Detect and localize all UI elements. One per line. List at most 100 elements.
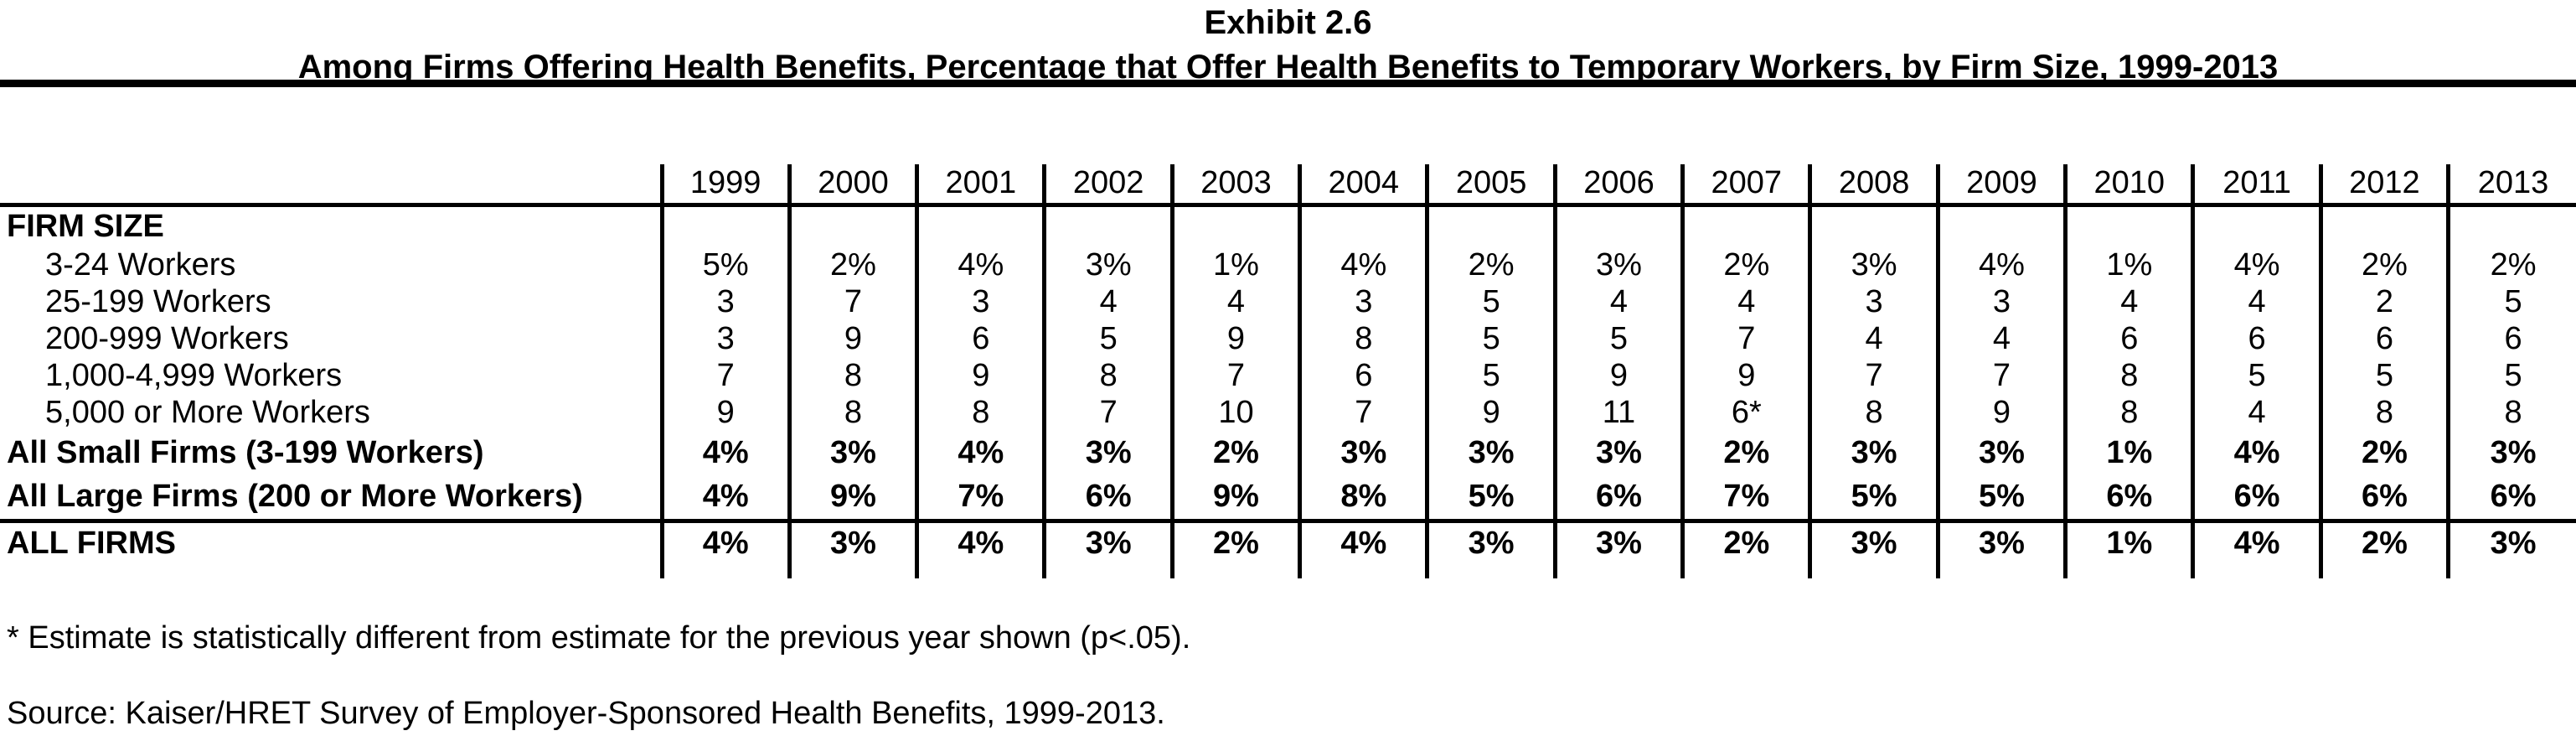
value-cell: 8 (915, 395, 1045, 432)
empty-cell (1808, 205, 1938, 247)
value-cell: 1% (2063, 519, 2193, 565)
value-cell: 3 (659, 321, 790, 358)
value-cell: 3% (1042, 519, 1173, 565)
row-label: All Small Firms (3-199 Workers) (7, 435, 484, 471)
value-cell: 5% (1808, 475, 1938, 521)
value-cell: 1% (2063, 432, 2193, 475)
value-cell: 3% (787, 519, 917, 565)
value-cell: 6 (1298, 358, 1427, 395)
value-cell: 4 (1935, 321, 2066, 358)
asterisk-footnote: * Estimate is statistically different fr… (7, 620, 1191, 656)
empty-cell (2063, 565, 2193, 578)
empty-cell (787, 565, 917, 578)
value-cell: 6 (915, 321, 1045, 358)
year-header: 2002 (1042, 164, 1173, 207)
value-cell: 5 (2446, 358, 2576, 395)
title-divider-rule (0, 80, 2576, 87)
value-cell: 6 (2191, 321, 2321, 358)
value-cell: 2% (2318, 432, 2449, 475)
value-cell: 9 (659, 395, 790, 432)
value-cell: 1% (2063, 247, 2193, 284)
empty-cell (1298, 565, 1427, 578)
value-cell: 3% (1042, 432, 1173, 475)
value-cell: 2% (2446, 247, 2576, 284)
value-cell: 2% (2318, 247, 2449, 284)
empty-cell (1169, 565, 1300, 578)
value-cell: 6 (2318, 321, 2449, 358)
value-cell: 3 (1808, 284, 1938, 321)
value-cell: 2% (1425, 247, 1556, 284)
value-cell: 2% (1169, 519, 1300, 565)
value-cell: 2% (2318, 519, 2449, 565)
value-cell: 8 (1042, 358, 1173, 395)
value-cell: 4 (1552, 284, 1683, 321)
value-cell: 3% (2446, 519, 2576, 565)
value-cell: 8 (2063, 395, 2193, 432)
value-cell: 5% (1425, 475, 1556, 521)
value-cell: 5 (1042, 321, 1173, 358)
value-cell: 7 (1808, 358, 1938, 395)
source-citation: Source: Kaiser/HRET Survey of Employer-S… (7, 696, 1165, 731)
value-cell: 3% (1425, 519, 1556, 565)
value-cell: 3% (1552, 247, 1683, 284)
value-cell: 3% (2446, 432, 2576, 475)
empty-cell (2318, 205, 2449, 247)
year-header: 1999 (659, 164, 790, 207)
value-cell: 5% (659, 247, 790, 284)
exhibit-number: Exhibit 2.6 (1204, 4, 1372, 41)
value-cell: 4% (659, 475, 790, 521)
empty-cell (2318, 565, 2449, 578)
value-cell: 6% (2191, 475, 2321, 521)
empty-cell (787, 205, 917, 247)
value-cell: 4 (1169, 284, 1300, 321)
value-cell: 4% (915, 519, 1045, 565)
empty-cell (2063, 205, 2193, 247)
title-block: Exhibit 2.6 Among Firms Offering Health … (0, 3, 2576, 86)
temporary-workers-benefits-table: 1999 2000 2001 2002 2003 2004 2005 2006 2007 2008… (0, 164, 2576, 578)
value-cell: 9 (915, 358, 1045, 395)
value-cell: 8 (787, 395, 917, 432)
value-cell: 5 (2446, 284, 2576, 321)
value-cell: 4% (2191, 519, 2321, 565)
value-cell: 7 (1935, 358, 2066, 395)
row-label: All Large Firms (200 or More Workers) (7, 479, 583, 515)
value-cell: 9 (1425, 395, 1556, 432)
table-row: All Large Firms (200 or More Workers) 4% 9… (0, 475, 2576, 521)
value-cell: 4 (2191, 395, 2321, 432)
value-cell: 9 (1552, 358, 1683, 395)
value-cell: 4 (1042, 284, 1173, 321)
value-cell: 6* (1680, 395, 1810, 432)
value-cell: 3% (1298, 432, 1427, 475)
year-header: 2013 (2446, 164, 2576, 207)
row-label: 25-199 Workers (45, 284, 271, 320)
empty-cell (1680, 205, 1810, 247)
value-cell: 7 (659, 358, 790, 395)
value-cell: 7 (1042, 395, 1173, 432)
value-cell: 4% (2191, 432, 2321, 475)
value-cell: 5 (1552, 321, 1683, 358)
value-cell: 3 (1935, 284, 2066, 321)
value-cell: 8 (2446, 395, 2576, 432)
value-cell: 5 (1425, 358, 1556, 395)
value-cell: 4% (659, 432, 790, 475)
row-label: 5,000 or More Workers (45, 395, 370, 431)
value-cell: 3 (659, 284, 790, 321)
value-cell: 5 (2318, 358, 2449, 395)
table-row: 25-199 Workers 3 7 3 4 4 3 5 4 4 3 3 4 4 2 5 (0, 284, 2576, 321)
value-cell: 5 (2191, 358, 2321, 395)
year-header: 2000 (787, 164, 917, 207)
table-row: 1,000-4,999 Workers 7 8 9 8 7 6 5 9 9 7 7 8 5 5 5 (0, 358, 2576, 395)
table-row: ALL FIRMS 4% 3% 4% 3% 2% 4% 3% 3% 2% 3% 3% 1% 4% 2% 3% (0, 519, 2576, 565)
value-cell: 8 (1808, 395, 1938, 432)
value-cell: 6 (2446, 321, 2576, 358)
year-header: 2011 (2191, 164, 2321, 207)
value-cell: 4 (2191, 284, 2321, 321)
empty-cell (1552, 565, 1683, 578)
value-cell: 10 (1169, 395, 1300, 432)
value-cell: 8 (2318, 395, 2449, 432)
value-cell: 2% (1169, 432, 1300, 475)
row-label: 3-24 Workers (45, 247, 236, 283)
year-header: 2006 (1552, 164, 1683, 207)
value-cell: 4% (1298, 519, 1427, 565)
